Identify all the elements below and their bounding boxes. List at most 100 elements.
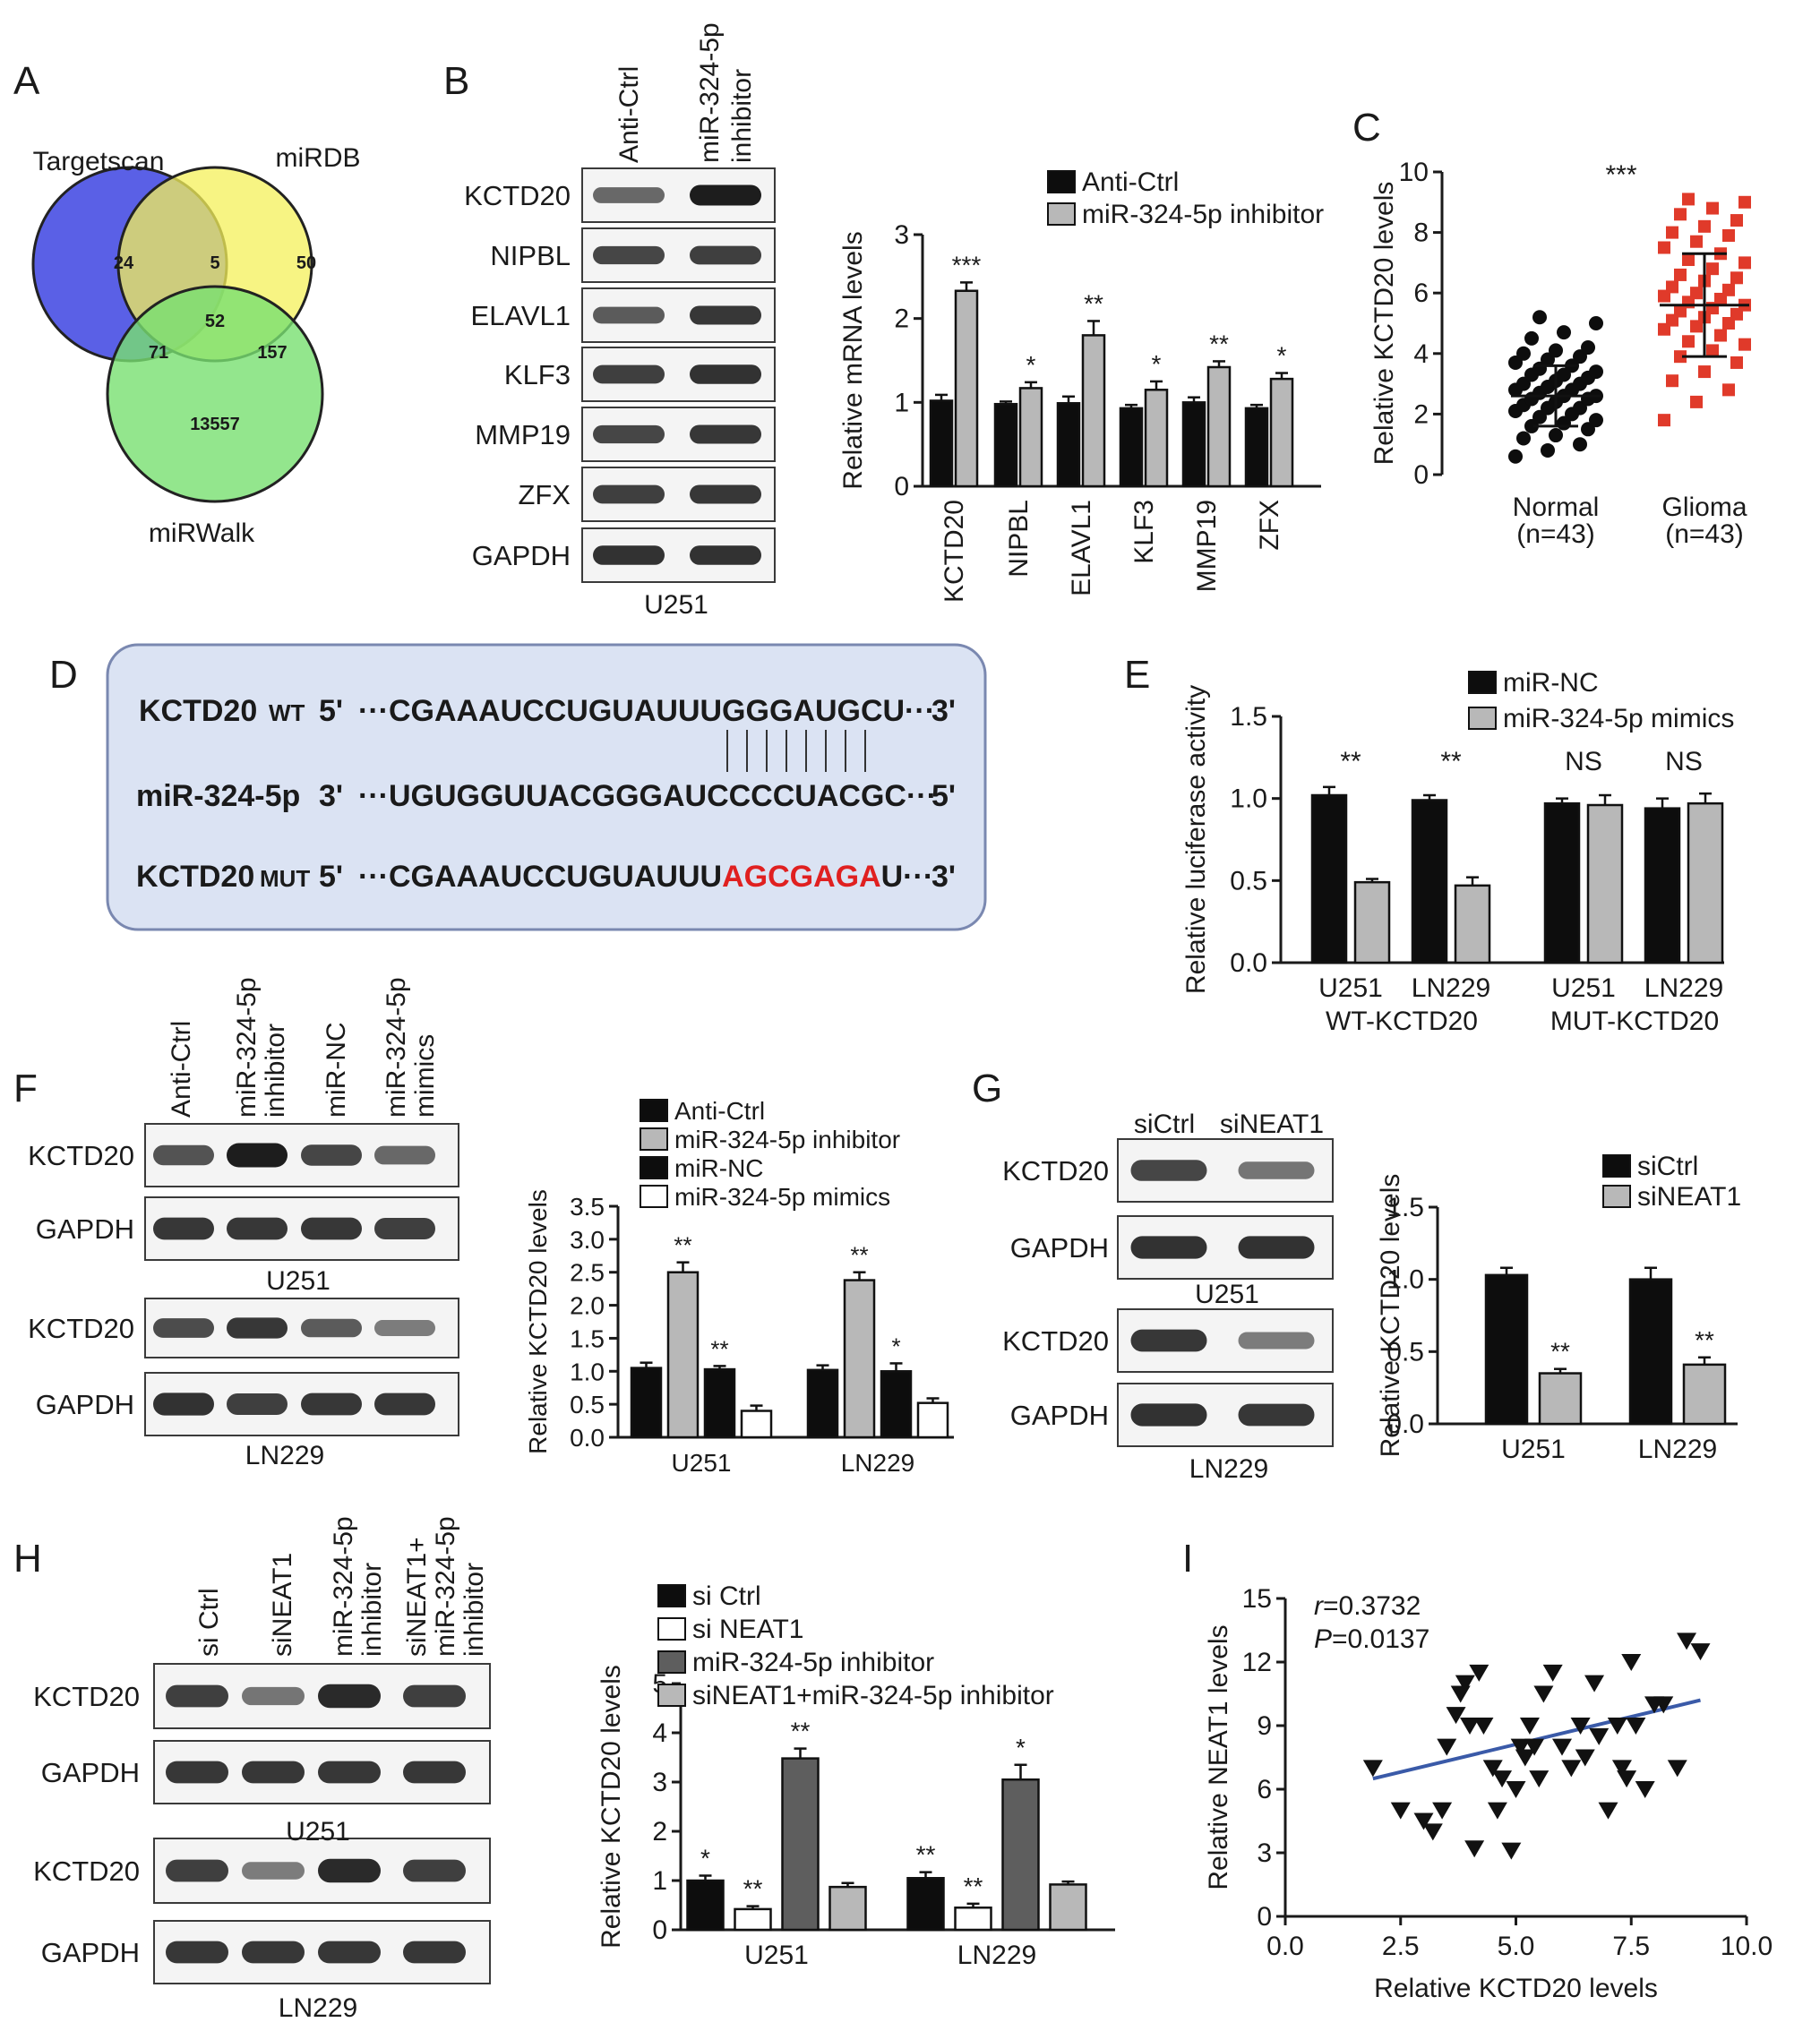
data-point [1635,1781,1655,1798]
significance-mark: ** [1440,747,1462,776]
bar [1144,389,1169,488]
x-tick-label: NIPBL [1004,500,1034,578]
x-tick-label: 5.0 [1498,1932,1535,1961]
data-point [1510,1738,1531,1756]
y-tick-label: 0 [652,1915,667,1945]
bar [1411,799,1448,964]
seq-mut-sequence: ···CGAAAUCCUGUAUUUAGCGAGAU··· [358,860,933,894]
venn-count-mirdb-only: 50 [296,253,316,273]
significance-mark: * [1277,342,1287,370]
data-point [1557,325,1571,340]
bar [1181,401,1206,488]
data-point [1390,1802,1411,1820]
legend-label: miR-324-5p mimics [674,1183,890,1211]
y-tick-label: 3 [652,1768,667,1797]
f-lane-4a: miR-324-5p [382,977,411,1118]
bar [703,1367,736,1439]
data-point [1706,262,1719,276]
bar [734,1907,772,1932]
bar [993,402,1018,488]
h-lane-4a: siNEAT1+ [402,1537,432,1657]
bar [1310,793,1348,964]
blot-band [242,1761,305,1784]
y-tick-label: 0 [1257,1902,1272,1932]
b-lane-label-2a: miR-324-5p [695,22,725,163]
b-lane-label-2b: inhibitor [727,69,757,163]
seq-mut-3end: 3' [931,860,956,894]
blot-band [593,306,665,324]
f-lane-3: miR-NC [322,1022,351,1118]
data-point [1598,1802,1618,1820]
venn-count-mirwalk-only: 13557 [190,415,240,434]
data-point [1617,1770,1637,1788]
venn-count-all: 52 [205,312,225,331]
blot-band [318,1684,381,1709]
g-cell-line-2: LN229 [1189,1454,1268,1484]
f-cell-line-1: U251 [266,1266,331,1296]
bar [1119,407,1144,488]
blot-band [242,1941,305,1964]
legend-swatch [640,1099,668,1122]
blot-row-label: KCTD20 [33,1855,140,1887]
f-bar-chart: 0.0 0.5 1.0 1.5 2.0 2.5 3.0 3.5 Relative KCTD20 … [524,1097,954,1477]
significance-mark: * [891,1333,900,1359]
venn-label-mirwalk: miRWalk [149,518,255,548]
legend-label: miR-NC [674,1154,764,1182]
b-cell-line: U251 [644,590,708,620]
bar [1056,402,1081,488]
blot-band [166,1859,228,1882]
seq-mut-suffix: U··· [881,860,934,894]
correlation-r: r=0.3732 [1314,1591,1421,1621]
data-point [1492,1770,1513,1788]
significance-mark: ** [791,1718,811,1745]
data-point [1524,1738,1545,1756]
blot-band [403,1761,466,1784]
blot-band [593,424,665,444]
h-lane-1: si Ctrl [194,1588,224,1657]
bar [666,1271,700,1439]
bar [880,1370,913,1439]
x-tick-label: MMP19 [1192,500,1222,592]
significance-mark: * [700,1845,710,1872]
blot-row-label: GAPDH [472,540,571,571]
significance-mark: ** [850,1242,868,1269]
bar [686,1879,725,1932]
data-point [1674,350,1687,364]
x-tick-label: KCTD20 [940,500,969,603]
b-western-blot: KCTD20 NIPBL ELAVL1 KLF3 MMP19 ZFX GAPDH [464,167,776,583]
bar [843,1279,876,1439]
h-lane-2: siNEAT1 [268,1553,297,1657]
blot-band [690,364,761,384]
data-point [1690,235,1703,248]
blot-row-label: GAPDH [41,1757,140,1788]
blot-band [593,545,665,565]
y-tick-label: 0.0 [570,1424,605,1452]
blot-row-label: GAPDH [41,1937,140,1968]
blot-band [301,1393,362,1416]
data-point [1658,241,1670,254]
bar [1244,407,1269,488]
f-lane-2a: miR-324-5p [232,977,262,1118]
f-lane-2b: inhibitor [261,1024,290,1118]
blot-band [690,545,761,565]
blot-band [1238,1332,1315,1350]
bar [1454,884,1491,964]
y-tick-label: 2.5 [570,1259,605,1287]
y-tick-label: 0 [1413,460,1429,490]
significance-mark: *** [952,251,982,279]
seq-wt-5end: 5' [319,694,343,728]
blot-band [374,1217,435,1240]
data-point [1666,226,1678,239]
y-axis-title: Relative KCTD20 levels [597,1665,626,1949]
data-point [1607,1718,1627,1735]
h-cell-line-2: LN229 [279,1993,357,2023]
blot-band [242,1686,305,1706]
seq-wt-sequence: ···CGAAAUCCUGUAUUUGGGAUGCU··· [358,694,935,728]
blot-band [227,1217,288,1240]
data-point [1519,1718,1540,1735]
y-tick-label: 0.5 [1386,1337,1424,1367]
legend-swatch [1602,1185,1631,1208]
legend-swatch [1047,202,1076,226]
